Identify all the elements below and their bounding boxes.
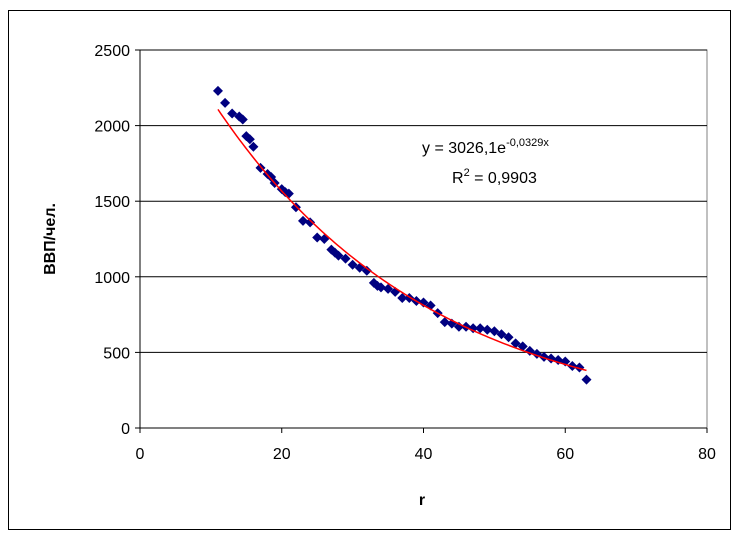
data-point <box>482 324 493 335</box>
data-point <box>418 297 429 308</box>
data-point <box>397 292 408 303</box>
r-squared-label: R2 = 0,9903 <box>452 167 537 187</box>
data-point <box>347 259 358 270</box>
data-point <box>581 374 592 385</box>
data-point <box>237 114 248 125</box>
x-tick-labels: 0 20 40 60 80 <box>136 446 716 463</box>
data-point <box>574 362 585 373</box>
x-axis-title: r <box>419 492 425 509</box>
x-tick-label: 40 <box>415 446 433 463</box>
y-axis-title: ВВП/чел. <box>42 203 59 275</box>
data-point <box>475 323 486 334</box>
data-point <box>212 85 223 96</box>
x-tick-label: 20 <box>273 446 291 463</box>
y-tick-label: 0 <box>121 421 130 438</box>
data-point <box>298 215 309 226</box>
data-point <box>244 134 255 145</box>
data-point <box>333 250 344 261</box>
data-point <box>312 232 323 243</box>
x-tick-label: 60 <box>556 446 574 463</box>
trendline <box>217 108 587 372</box>
data-point <box>383 283 394 294</box>
x-tick-label: 80 <box>698 446 716 463</box>
y-tick-label: 1000 <box>94 270 130 287</box>
y-tick-label: 2500 <box>94 43 130 60</box>
data-point <box>220 97 231 108</box>
data-point <box>517 341 528 352</box>
data-point <box>510 338 521 349</box>
y-tick-label: 1500 <box>94 194 130 211</box>
x-tick-label: 0 <box>136 446 145 463</box>
data-point <box>375 282 386 293</box>
data-point <box>489 326 500 337</box>
data-point <box>496 329 507 340</box>
gridlines <box>140 49 707 353</box>
data-point <box>453 321 464 332</box>
data-point <box>305 217 316 228</box>
data-point <box>439 317 450 328</box>
data-point <box>340 253 351 264</box>
data-point <box>361 265 372 276</box>
data-point <box>248 141 259 152</box>
data-point <box>503 332 514 343</box>
y-tick-labels: 0 500 1000 1500 2000 2500 <box>94 43 130 438</box>
axes <box>135 49 708 433</box>
data-point <box>468 323 479 334</box>
y-tick-label: 2000 <box>94 119 130 136</box>
trendline-equation: y = 3026,1e-0,0329x <box>422 137 549 157</box>
data-point <box>227 108 238 119</box>
y-tick-label: 500 <box>103 345 130 362</box>
